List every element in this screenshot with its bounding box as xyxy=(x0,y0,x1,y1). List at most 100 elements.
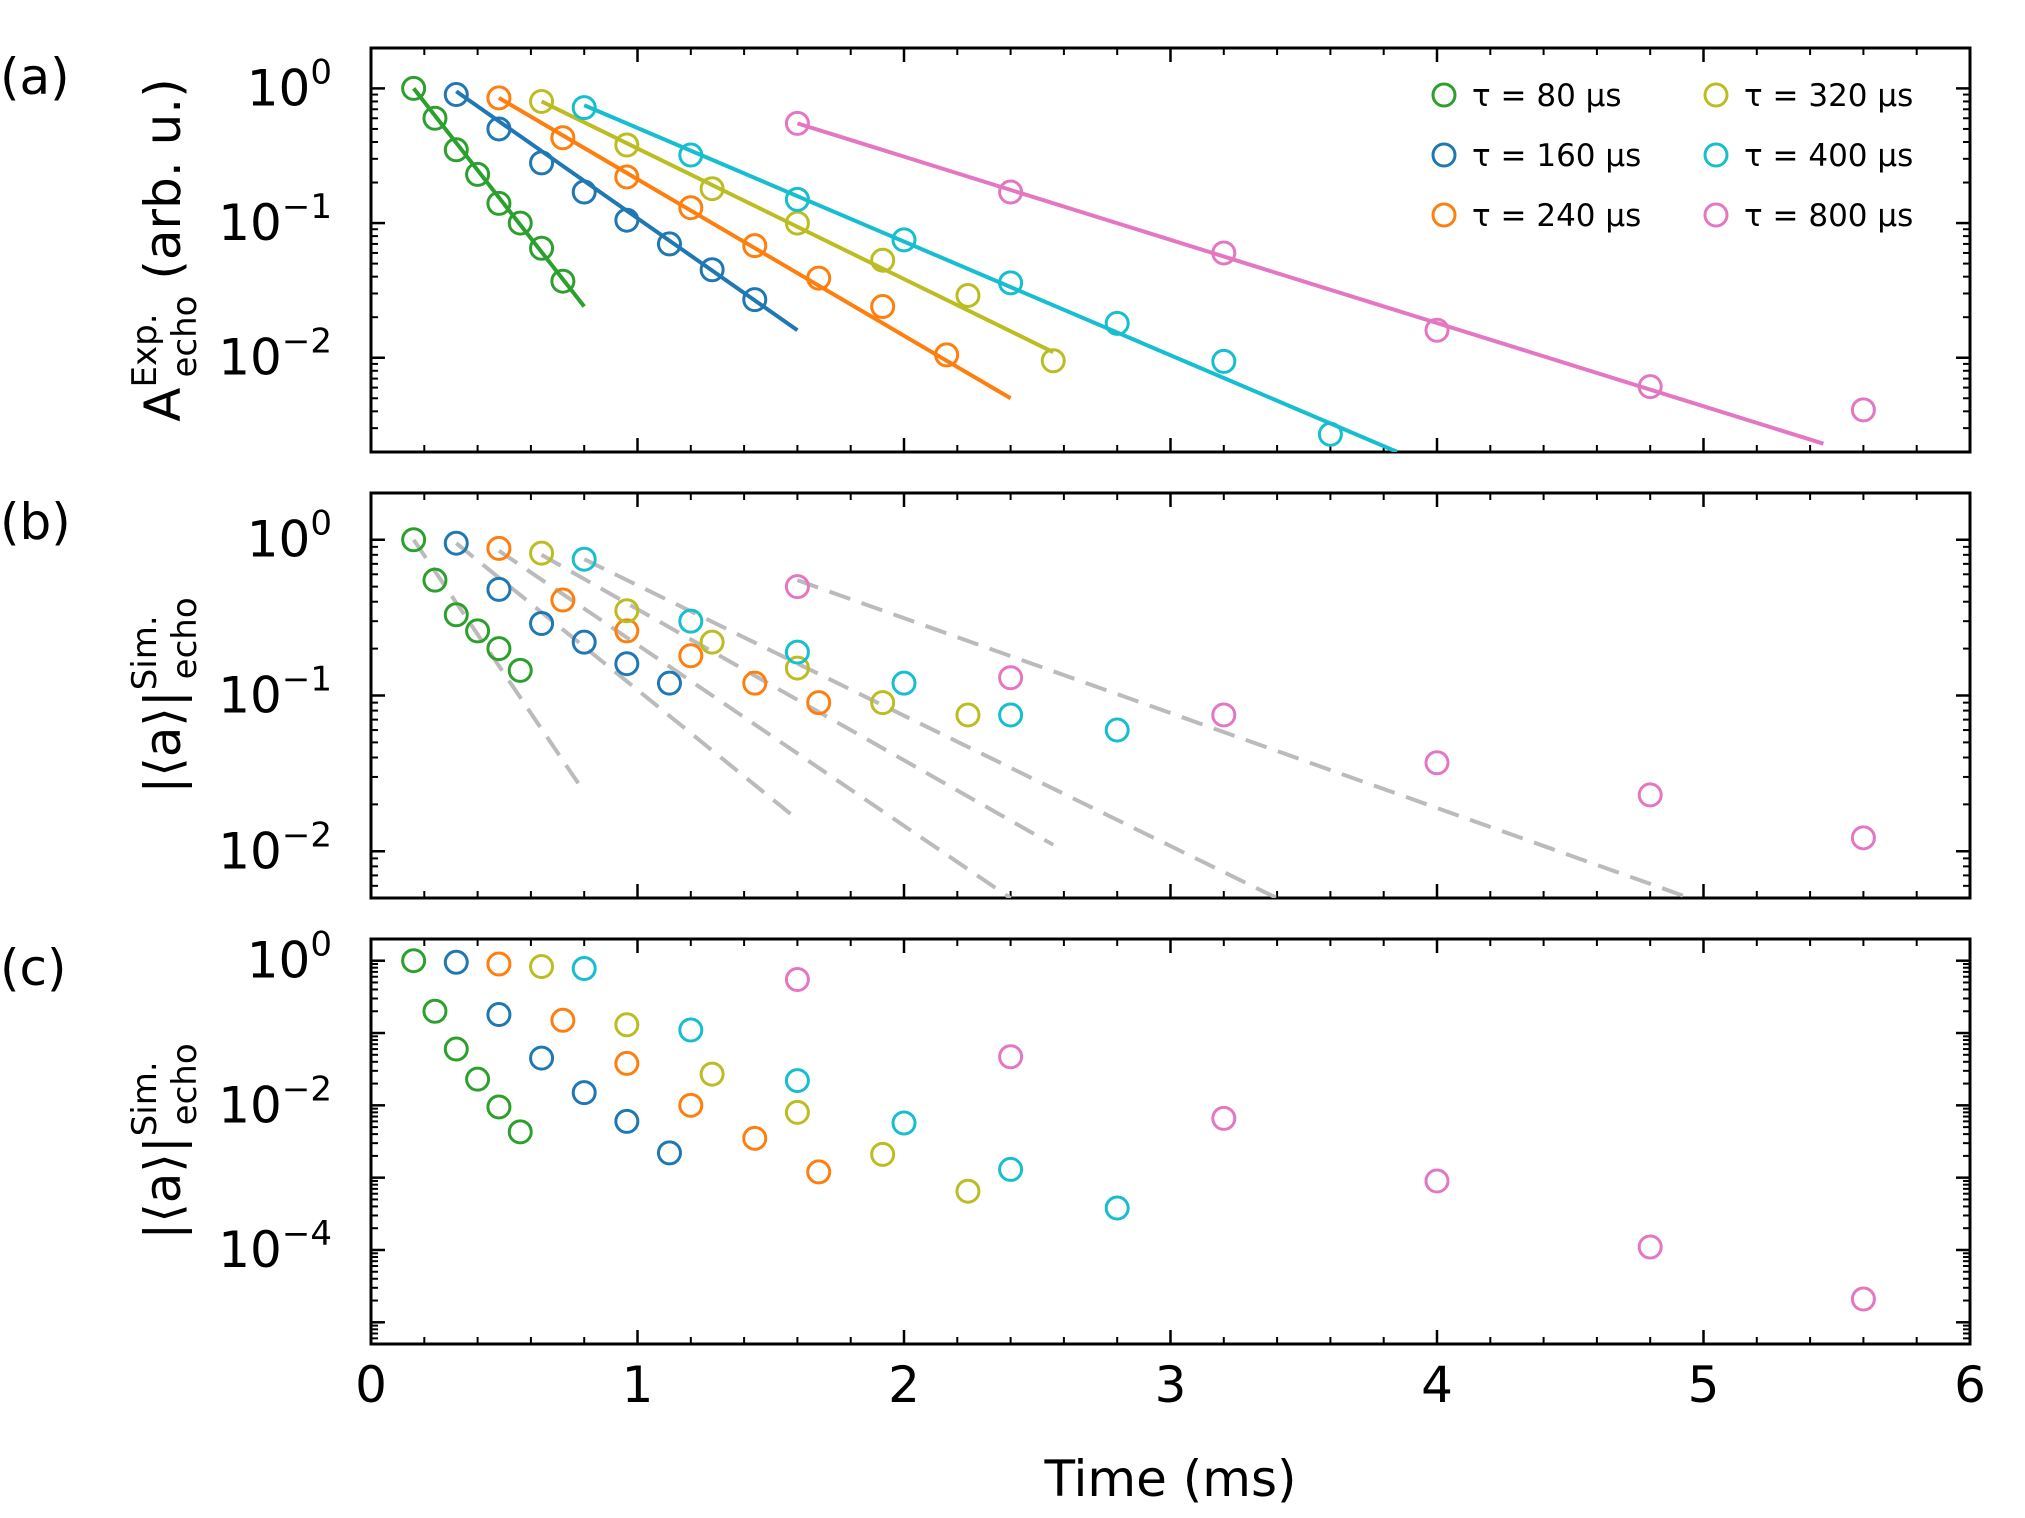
data-point-tau-80 xyxy=(507,657,533,683)
data-point-tau-240 xyxy=(742,670,768,696)
legend-marker-tau-800 xyxy=(1703,202,1729,228)
data-point-tau-800 xyxy=(1637,374,1663,400)
data-point-tau-240 xyxy=(486,951,512,977)
data-point-tau-800 xyxy=(784,110,810,136)
data-point-tau-320 xyxy=(529,540,555,566)
data-point-tau-240 xyxy=(614,164,640,190)
plot-area xyxy=(401,75,1876,452)
data-point-tau-400 xyxy=(998,1156,1024,1182)
data-point-tau-240 xyxy=(550,1007,576,1033)
data-point-tau-240 xyxy=(934,342,960,368)
data-point-tau-160 xyxy=(571,1080,597,1106)
data-point-tau-400 xyxy=(784,639,810,665)
fit-line-tau-240 xyxy=(497,96,1012,400)
legend-label: τ = 400 μs xyxy=(1744,138,1913,174)
data-point-tau-400 xyxy=(784,186,810,212)
data-point-tau-400 xyxy=(678,1017,704,1043)
x-tick-label: 3 xyxy=(1155,1356,1187,1414)
data-point-tau-320 xyxy=(529,954,555,980)
fit-line-tau-400 xyxy=(583,103,1398,452)
data-point-tau-80 xyxy=(401,75,427,101)
y-tick-label: 10−1 xyxy=(218,187,332,252)
data-point-tau-800 xyxy=(1850,825,1876,851)
x-tick-label: 1 xyxy=(622,1356,654,1414)
data-point-tau-800 xyxy=(1850,1286,1876,1312)
x-tick-label: 0 xyxy=(355,1356,387,1414)
data-point-tau-800 xyxy=(998,1044,1024,1070)
data-point-tau-320 xyxy=(784,1099,810,1125)
legend-label: τ = 240 μs xyxy=(1472,198,1641,234)
data-point-tau-320 xyxy=(870,690,896,716)
plot-frame xyxy=(369,937,1972,1346)
data-point-tau-80 xyxy=(422,567,448,593)
plot-area xyxy=(401,527,1876,898)
data-point-tau-800 xyxy=(1211,1105,1237,1131)
data-point-tau-160 xyxy=(486,1002,512,1028)
data-point-tau-400 xyxy=(891,670,917,696)
reference-line xyxy=(455,541,799,822)
data-point-tau-240 xyxy=(614,1050,640,1076)
y-axis-title: |⟨a⟩|Sim.echo xyxy=(125,1043,205,1239)
panel-a: 100 10−1 10−2 (a) AExp.echo (arb. u.) xyxy=(0,46,1972,454)
y-tick-label: 10−2 xyxy=(218,1069,332,1134)
data-point-tau-160 xyxy=(742,287,768,313)
data-point-tau-160 xyxy=(614,207,640,233)
data-point-tau-800 xyxy=(784,966,810,992)
data-point-tau-320 xyxy=(1040,348,1066,374)
panel-label: (a) xyxy=(0,48,70,106)
data-point-tau-400 xyxy=(891,1110,917,1136)
legend-label: τ = 800 μs xyxy=(1744,198,1913,234)
data-point-tau-80 xyxy=(443,1036,469,1062)
data-point-tau-400 xyxy=(1104,1195,1130,1221)
data-point-tau-160 xyxy=(443,530,469,556)
data-point-tau-80 xyxy=(486,636,512,662)
data-point-tau-80 xyxy=(465,161,491,187)
data-point-tau-400 xyxy=(1104,717,1130,743)
data-point-tau-80 xyxy=(401,948,427,974)
data-point-tau-800 xyxy=(998,179,1024,205)
data-point-tau-800 xyxy=(998,665,1024,691)
data-point-tau-160 xyxy=(529,1045,555,1071)
data-point-tau-800 xyxy=(1211,702,1237,728)
data-point-tau-160 xyxy=(443,949,469,975)
x-axis-title: Time (ms) xyxy=(1043,1450,1296,1508)
data-point-tau-320 xyxy=(870,1141,896,1167)
data-point-tau-240 xyxy=(870,294,896,320)
legend-label: τ = 80 μs xyxy=(1472,78,1622,114)
data-point-tau-240 xyxy=(806,690,832,716)
data-point-tau-160 xyxy=(656,231,682,257)
data-point-tau-240 xyxy=(742,233,768,259)
fit-line-tau-800 xyxy=(796,121,1825,446)
y-tick-label: 100 xyxy=(247,504,332,569)
data-point-tau-80 xyxy=(422,105,448,131)
data-point-tau-80 xyxy=(507,210,533,236)
data-point-tau-80 xyxy=(465,618,491,644)
legend-marker-tau-80 xyxy=(1431,82,1457,108)
data-point-tau-240 xyxy=(550,587,576,613)
x-tick-label: 2 xyxy=(888,1356,920,1414)
fit-line-tau-320 xyxy=(540,99,1055,354)
fit-line-tau-160 xyxy=(455,89,799,332)
data-point-tau-320 xyxy=(955,702,981,728)
data-point-tau-320 xyxy=(955,282,981,308)
data-point-tau-240 xyxy=(678,195,704,221)
data-point-tau-400 xyxy=(998,270,1024,296)
panel-c: 100 10−2 10−4 (c) |⟨a⟩|Sim.echo 0 1 2 3 4 5 6 Time (… xyxy=(0,925,1986,1508)
reference-line xyxy=(796,578,1691,898)
data-point-tau-800 xyxy=(784,574,810,600)
data-point-tau-400 xyxy=(891,227,917,253)
data-point-tau-80 xyxy=(401,527,427,553)
plot-frame xyxy=(369,46,1972,454)
data-point-tau-400 xyxy=(571,95,597,121)
data-point-tau-320 xyxy=(529,88,555,114)
y-tick-label: 10−4 xyxy=(218,1214,332,1279)
data-point-tau-240 xyxy=(806,265,832,291)
data-point-tau-400 xyxy=(571,956,597,982)
data-point-tau-80 xyxy=(443,137,469,163)
data-point-tau-160 xyxy=(486,116,512,142)
data-point-tau-240 xyxy=(550,125,576,151)
data-point-tau-80 xyxy=(507,1119,533,1145)
data-point-tau-320 xyxy=(699,176,725,202)
legend-label: τ = 160 μs xyxy=(1472,138,1641,174)
